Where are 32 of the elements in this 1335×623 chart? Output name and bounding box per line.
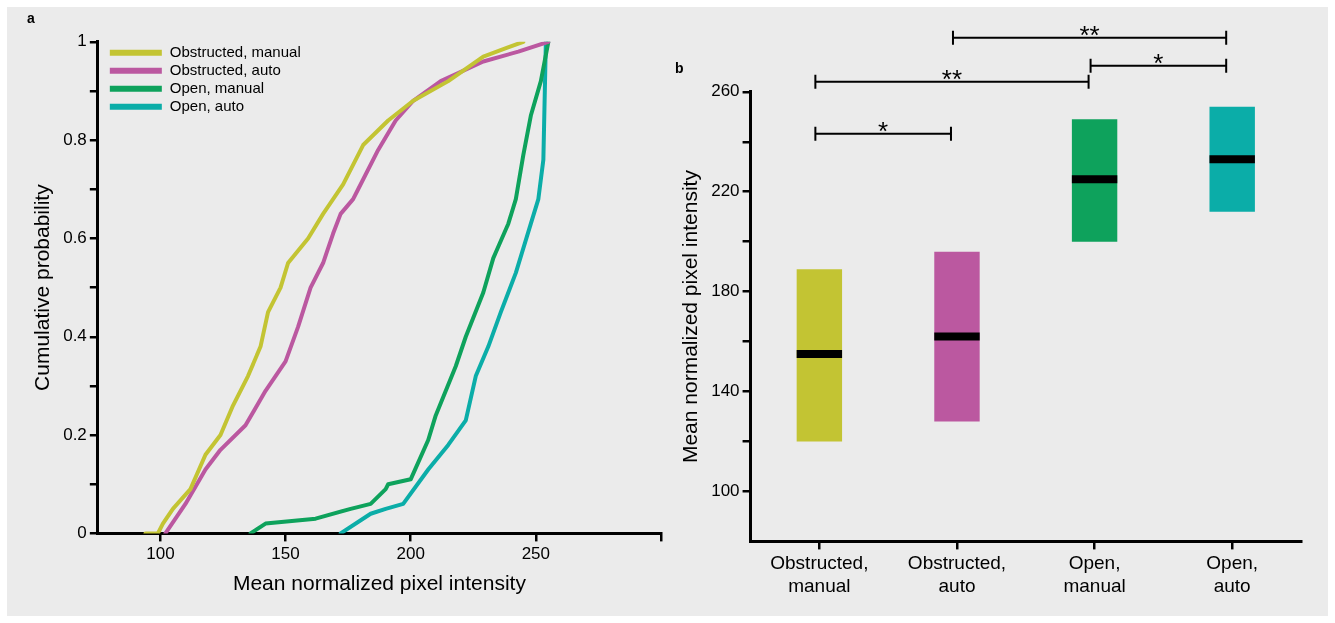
x-tick-label: Obstructed, manual (770, 552, 869, 596)
legend-label: Open, auto (169, 96, 245, 114)
x-tick-label: Open, manual (1063, 552, 1126, 596)
y-tick-label: 0.6 (63, 228, 87, 248)
x-tick-label: 200 (396, 544, 425, 564)
x-tick-label: 150 (271, 544, 300, 564)
x-tick-label: 250 (521, 544, 551, 564)
legend-label: Obstructed, manual (169, 42, 301, 60)
y-tick-label: 0.4 (63, 326, 87, 346)
y-axis-title: Mean normalized pixel intensity (678, 169, 702, 464)
chart-title: b (675, 60, 684, 77)
y-tick-label: 260 (711, 81, 740, 101)
legend-label: Obstructed, auto (169, 60, 281, 78)
x-tick-label: Obstructed, auto (907, 552, 1007, 596)
legend-label: Open, manual (169, 78, 265, 96)
y-axis-title: Cumulative probability (30, 183, 54, 391)
y-tick-label: 0.8 (63, 129, 87, 149)
x-tick-label: Open, auto (1206, 552, 1259, 596)
y-tick-label: 220 (711, 181, 740, 201)
annotation: * (878, 115, 889, 146)
y-tick-label: 140 (711, 381, 740, 401)
annotation: ** (941, 63, 963, 94)
y-tick-label: 1 (77, 31, 87, 51)
text: * (1153, 47, 1164, 78)
y-tick-label: 0.2 (63, 424, 87, 444)
y-tick-label: 180 (711, 281, 740, 301)
x-tick-label: 100 (146, 544, 175, 564)
chart-title: a (27, 10, 35, 27)
y-tick-label: 100 (711, 481, 740, 501)
y-tick-label: 0 (77, 523, 87, 543)
x-axis-title: Mean normalized pixel intensity (232, 571, 527, 595)
text: ** (1079, 19, 1100, 50)
